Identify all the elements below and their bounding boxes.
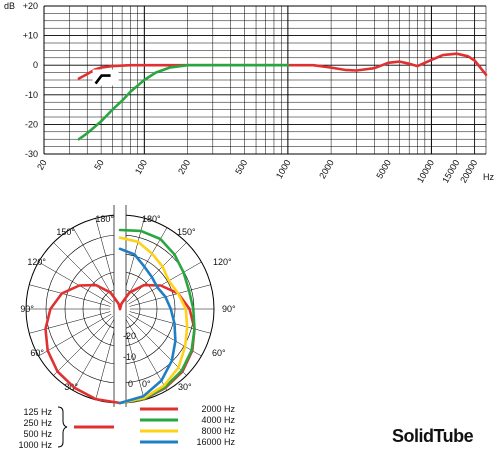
radial-label: -20 — [123, 331, 136, 341]
x-tick-label: 10000 — [415, 158, 436, 185]
legend-group-label: 250 Hz — [23, 418, 52, 428]
y-tick-label: +20 — [23, 1, 38, 11]
y-tick-label: 0 — [33, 60, 38, 70]
polar-spoke — [126, 315, 187, 376]
angle-label-30-left: 30° — [64, 382, 78, 392]
polar-curve-right-2 — [118, 228, 196, 405]
x-tick-label: 20000 — [458, 158, 479, 185]
angle-label-60-right: 60° — [212, 348, 226, 358]
legend-group-label: 1000 Hz — [18, 440, 52, 450]
polar-spoke — [128, 313, 202, 357]
response-curve-2 — [77, 63, 290, 141]
polar-spoke — [128, 261, 202, 305]
angle-label-120-right: 120° — [213, 257, 232, 267]
angle-label-150-right: 150° — [177, 227, 196, 237]
polar-spoke — [53, 242, 114, 303]
x-tick-label: 500 — [233, 158, 249, 176]
radial-label: 0 — [128, 379, 133, 389]
polar-curve-right-4 — [118, 247, 177, 405]
polar-spoke — [72, 317, 116, 391]
polar-spoke — [72, 227, 116, 301]
angle-label-30-right: 30° — [178, 382, 192, 392]
angle-label-90-right: 90° — [222, 304, 236, 314]
polar-spoke — [129, 284, 211, 307]
polar-spoke — [29, 311, 111, 334]
angle-label-0: 0° — [142, 379, 151, 389]
brand-logo: SolidTube — [392, 426, 474, 446]
legend-group-label: 125 Hz — [23, 407, 52, 417]
response-curve-1 — [77, 52, 488, 80]
polar-spoke — [38, 313, 112, 357]
low-cut-icon — [94, 74, 111, 85]
legend-brace — [57, 406, 68, 448]
polar-curve-right-3 — [118, 236, 189, 405]
y-tick-label: -10 — [25, 90, 38, 100]
x-tick-label: 100 — [133, 158, 149, 176]
angle-label-150-left: 150° — [56, 227, 75, 237]
x-unit-label: Hz — [483, 172, 494, 182]
x-tick-label: 20 — [35, 158, 49, 172]
angle-label-60-left: 60° — [30, 348, 44, 358]
legend-group-label: 500 Hz — [23, 429, 52, 439]
angle-label-180-left: 180° — [95, 214, 114, 224]
radial-label: -10 — [123, 352, 136, 362]
angle-label-120-left: 120° — [27, 257, 46, 267]
polar-spoke — [29, 284, 111, 307]
angle-label-90-left: 90° — [20, 304, 34, 314]
x-tick-label: 5000 — [374, 158, 393, 180]
x-tick-label: 1000 — [274, 158, 293, 180]
x-tick-label: 50 — [92, 158, 106, 172]
polar-spoke — [53, 315, 114, 376]
x-tick-label: 2000 — [317, 158, 336, 180]
legend-label: 8000 Hz — [201, 426, 235, 436]
legend-label: 2000 Hz — [201, 404, 235, 414]
y-tick-label: -30 — [25, 149, 38, 159]
angle-label-180-right: 180° — [142, 214, 161, 224]
y-tick-label: -20 — [25, 119, 38, 129]
x-tick-label: 200 — [176, 158, 192, 176]
polar-spoke — [38, 261, 112, 305]
y-tick-label: +10 — [23, 31, 38, 41]
polar-curve-left-1 — [44, 283, 122, 405]
frequency-response-plot: +20 +10 0 -10 -20 -30 dB 20 50 100 200 500 1000 2000 5… — [4, 1, 494, 185]
polar-spoke — [129, 311, 211, 334]
polar-spoke — [124, 317, 168, 391]
legend-label: 4000 Hz — [201, 415, 235, 425]
y-unit-label: dB — [4, 1, 15, 11]
low-cut-symbol-bg — [92, 69, 119, 86]
legend-label: 16000 Hz — [196, 437, 235, 447]
polar-spoke — [126, 242, 187, 303]
polar-pattern-plot: 180° 180° 150° 150° 120° 120° 90° 90° 60° 60° 30° 3… — [20, 205, 236, 413]
